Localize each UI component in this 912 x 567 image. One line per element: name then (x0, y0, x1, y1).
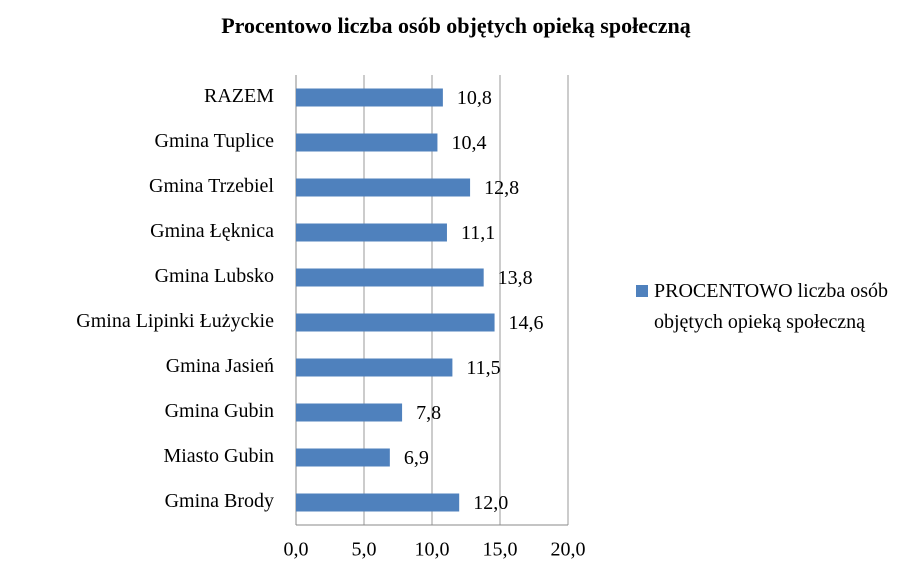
bar (296, 403, 403, 422)
bar (296, 133, 438, 152)
legend-label: PROCENTOWO liczba osób objętych opieką s… (654, 280, 889, 333)
legend-swatch (636, 285, 648, 297)
y-tick-label: Gmina Lipinki Łużyckie (76, 310, 274, 332)
bar (296, 268, 484, 287)
data-label: 6,9 (404, 447, 429, 469)
data-label: 11,1 (461, 222, 495, 244)
data-label: 12,0 (473, 492, 508, 514)
data-label: 13,8 (498, 267, 533, 289)
bar (296, 223, 447, 242)
y-tick-label: Gmina Jasień (166, 355, 274, 377)
bar (296, 313, 495, 332)
x-tick-label: 15,0 (483, 539, 518, 561)
data-label: 12,8 (484, 177, 519, 199)
x-tick-label: 0,0 (284, 539, 309, 561)
data-label: 14,6 (509, 312, 544, 334)
bar (296, 448, 390, 467)
y-tick-label: Gmina Łęknica (150, 220, 274, 242)
chart-title: Procentowo liczba osób objętych opieką s… (221, 13, 691, 38)
y-tick-label: Gmina Lubsko (155, 265, 274, 287)
legend: PROCENTOWO liczba osób objętych opieką s… (636, 276, 906, 338)
x-tick-label: 5,0 (352, 539, 377, 561)
bar (296, 88, 443, 107)
y-tick-label: Gmina Trzebiel (149, 175, 274, 197)
data-label: 10,8 (457, 87, 492, 109)
bar (296, 493, 460, 512)
x-tick-label: 20,0 (551, 539, 586, 561)
y-tick-label: Gmina Brody (165, 490, 274, 512)
y-tick-label: RAZEM (204, 85, 274, 107)
y-tick-label: Gmina Tuplice (155, 130, 275, 152)
data-label: 11,5 (466, 357, 500, 379)
bar (296, 358, 453, 377)
data-label: 7,8 (416, 402, 441, 424)
y-tick-label: Gmina Gubin (165, 400, 274, 422)
data-label: 10,4 (451, 132, 486, 154)
y-tick-label: Miasto Gubin (163, 445, 274, 467)
x-tick-label: 10,0 (415, 539, 450, 561)
bar (296, 178, 471, 197)
